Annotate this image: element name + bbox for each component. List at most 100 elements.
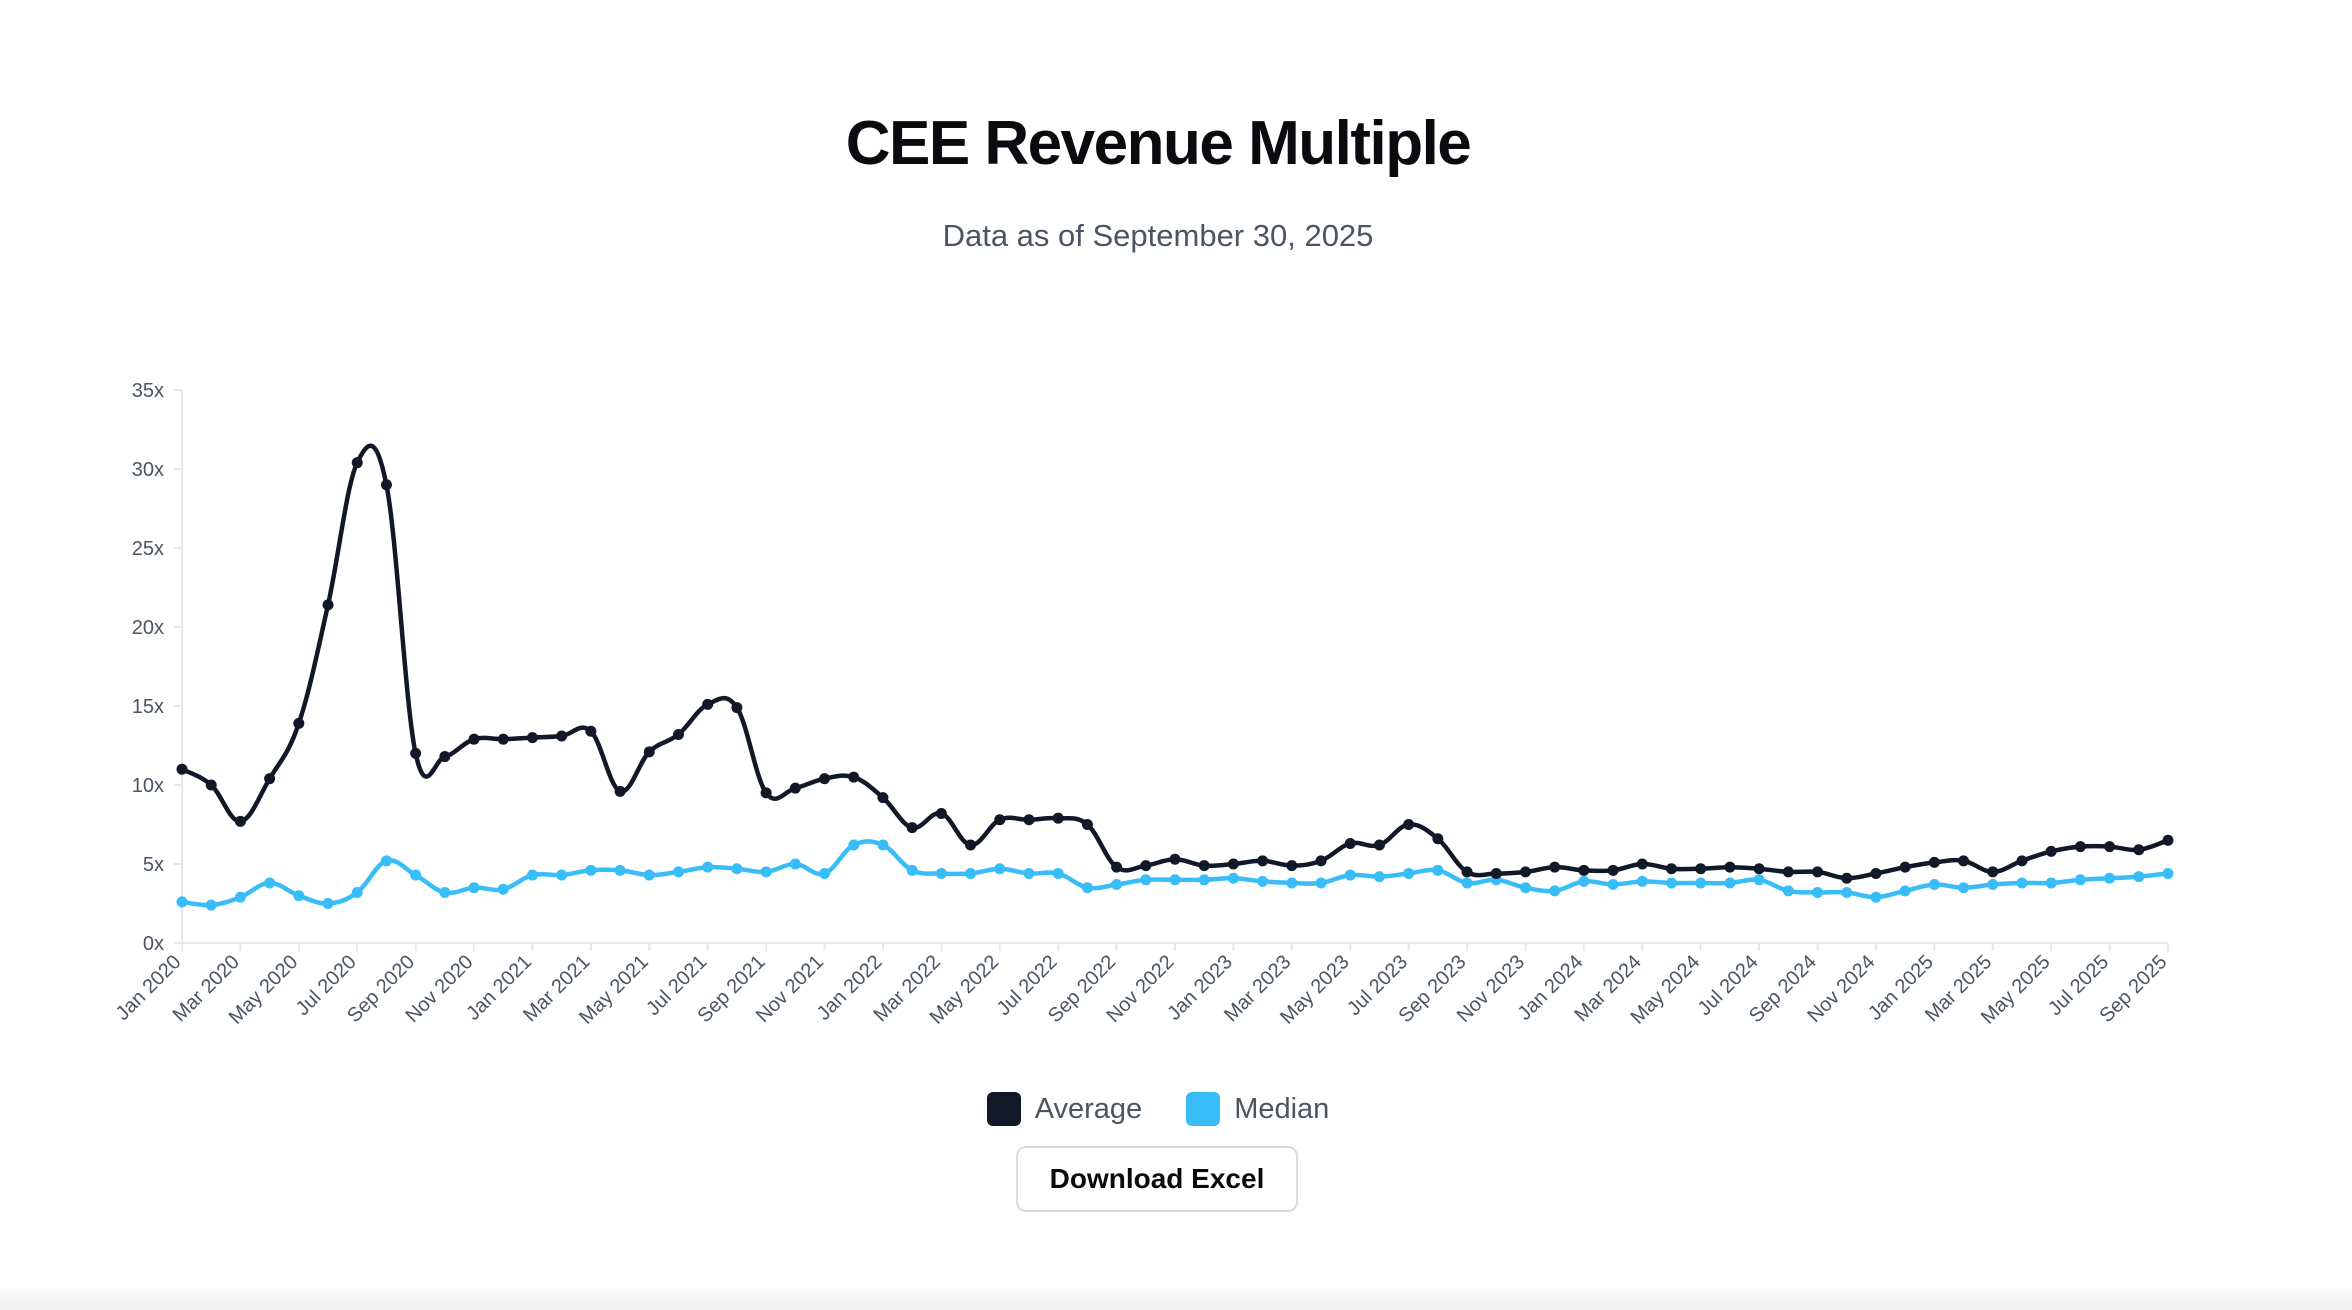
data-point-median (234, 891, 246, 903)
data-point-median (205, 899, 217, 911)
data-point-average (468, 733, 480, 745)
data-point-median (1812, 886, 1824, 898)
data-point-average (1958, 855, 1970, 867)
data-point-median (1519, 882, 1531, 894)
data-point-median (760, 866, 772, 878)
data-point-median (293, 890, 305, 902)
chart-legend: Average Median (0, 1092, 2316, 1126)
data-point-average (439, 751, 451, 763)
data-point-median (1899, 885, 1911, 897)
data-point-median (1111, 879, 1123, 891)
legend-item-average[interactable]: Average (986, 1092, 1143, 1126)
data-point-average (1344, 837, 1356, 849)
data-point-average (1607, 864, 1619, 876)
data-point-median (1081, 882, 1093, 894)
data-point-average (2074, 841, 2086, 853)
data-point-median (1666, 877, 1677, 889)
data-point-median (1169, 874, 1181, 886)
data-point-average (789, 782, 801, 794)
download-excel-button[interactable]: Download Excel (1016, 1146, 1298, 1212)
data-point-average (1315, 855, 1327, 867)
data-point-median (1373, 871, 1385, 883)
data-point-median (1928, 879, 1940, 891)
data-point-median (1987, 879, 1999, 891)
legend-item-median[interactable]: Median (1186, 1092, 1329, 1126)
data-point-average (293, 717, 305, 729)
data-point-median (1841, 886, 1853, 898)
data-point-median (1198, 874, 1210, 886)
data-point-average (1987, 866, 1999, 878)
y-tick-label: 30x (132, 459, 164, 481)
data-point-median (643, 869, 655, 881)
data-point-median (614, 864, 626, 876)
data-point-median (1023, 867, 1035, 879)
data-point-median (819, 867, 831, 879)
data-point-average (234, 815, 246, 827)
data-point-average (935, 807, 947, 819)
data-point-median (1578, 875, 1590, 887)
data-point-average (205, 779, 217, 791)
data-point-average (585, 725, 597, 737)
data-point-median (585, 864, 597, 876)
data-point-median (994, 863, 1006, 875)
data-point-median (1695, 877, 1707, 889)
page-title: CEE Revenue Multiple (845, 109, 1472, 178)
data-point-median (526, 869, 538, 881)
data-point-average (1461, 866, 1473, 878)
data-point-median (702, 861, 714, 873)
data-point-average (1870, 867, 1882, 879)
data-point-average (1140, 860, 1152, 872)
data-point-average (1812, 866, 1824, 878)
data-point-median (380, 855, 392, 867)
data-point-median (935, 867, 947, 879)
data-point-average (497, 733, 509, 745)
legend-swatch-median (1186, 1092, 1221, 1126)
data-point-median (351, 886, 363, 898)
data-point-median (439, 886, 451, 898)
legend-swatch-average (986, 1092, 1021, 1126)
data-point-average (264, 773, 276, 785)
page-subtitle: Data as of September 30, 2025 (942, 218, 1374, 253)
data-point-average (1753, 863, 1765, 875)
data-point-average (2016, 855, 2028, 867)
data-point-average (614, 785, 626, 797)
data-point-median (1724, 877, 1736, 889)
data-point-median (497, 883, 509, 895)
data-point-median (176, 896, 188, 908)
y-tick-label: 5x (143, 854, 164, 876)
y-tick-label: 25x (132, 538, 164, 560)
data-point-median (789, 858, 801, 870)
data-point-median (2104, 872, 2116, 884)
data-point-average (760, 787, 772, 799)
data-point-average (877, 792, 889, 804)
data-point-average (1899, 861, 1911, 873)
data-point-median (1140, 874, 1152, 886)
data-point-median (1257, 875, 1269, 887)
data-point-average (819, 773, 831, 785)
data-point-median (1461, 877, 1473, 889)
data-point-median (2045, 877, 2057, 889)
data-point-average (1490, 867, 1502, 879)
data-point-average (1052, 812, 1064, 824)
data-point-median (848, 839, 860, 851)
data-point-median (877, 839, 889, 851)
data-point-median (1753, 874, 1765, 886)
page-bottom-edge (0, 1288, 2352, 1310)
data-point-average (1841, 872, 1853, 884)
data-point-average (2045, 845, 2057, 857)
data-point-average (351, 457, 363, 469)
legend-label-average: Average (1034, 1092, 1143, 1125)
data-point-average (1782, 866, 1794, 878)
y-tick-label: 10x (132, 775, 164, 797)
data-point-average (176, 763, 188, 775)
data-point-average (643, 746, 655, 758)
data-point-average (848, 771, 860, 783)
data-point-median (1227, 872, 1239, 884)
data-point-average (1169, 853, 1181, 865)
data-point-average (1081, 819, 1093, 830)
data-point-median (410, 869, 422, 881)
data-point-median (2162, 867, 2174, 879)
data-point-average (994, 814, 1006, 826)
